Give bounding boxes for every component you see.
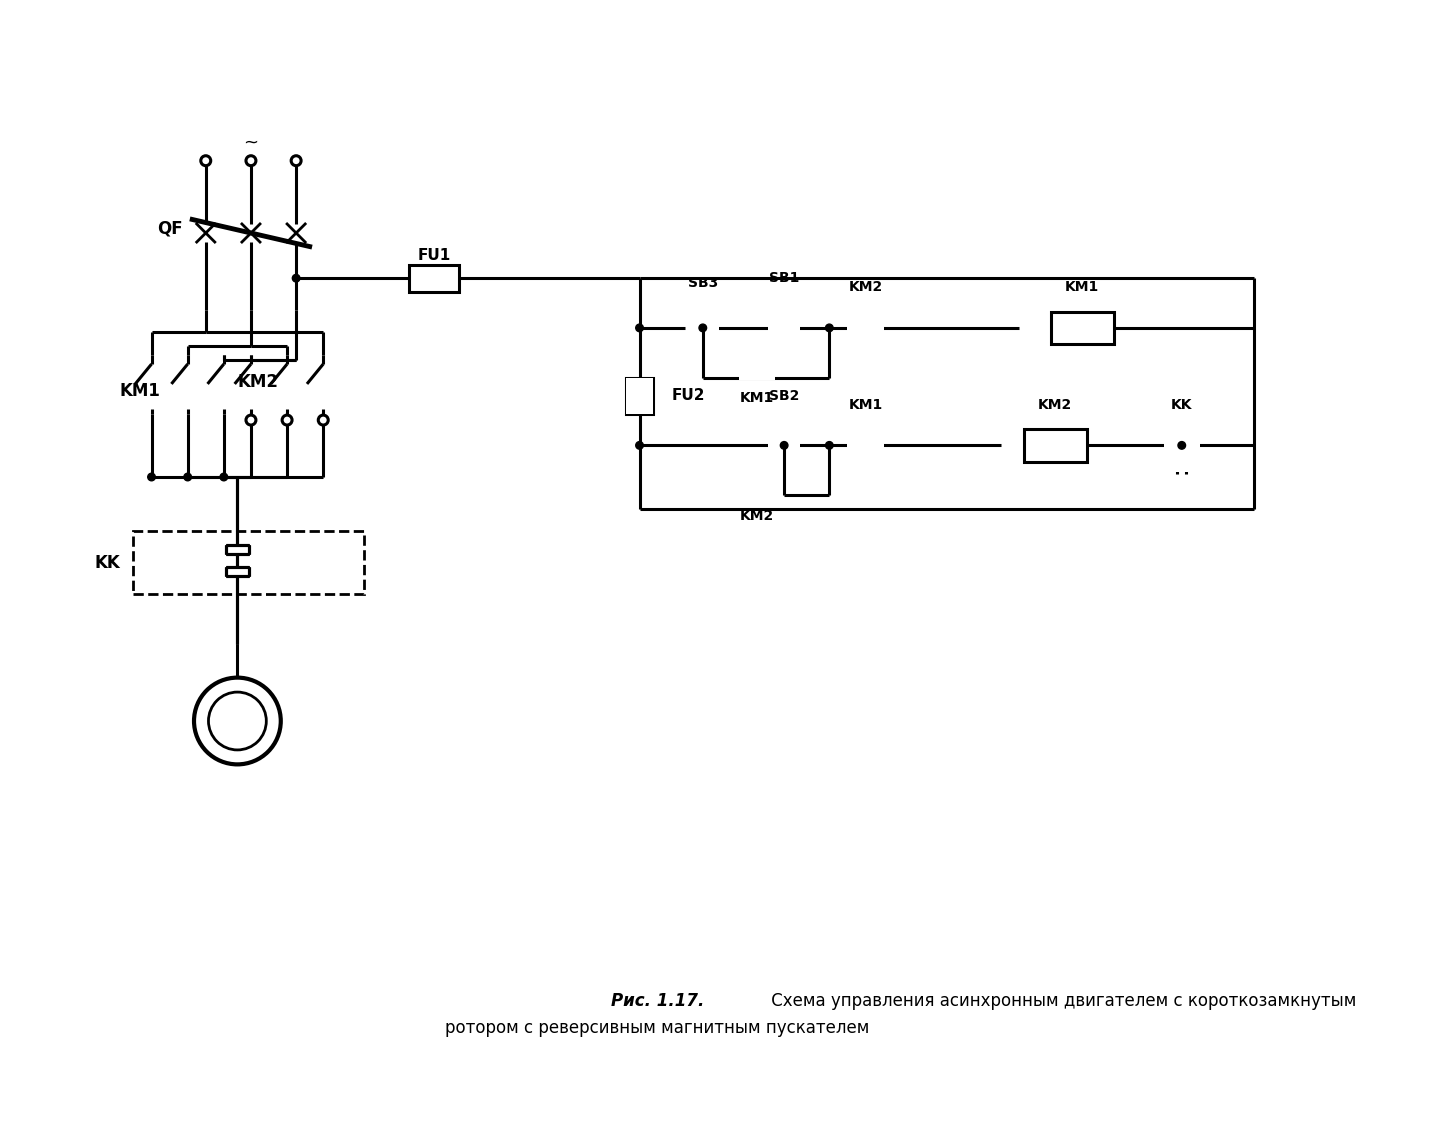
Circle shape — [200, 156, 210, 166]
Text: KK: KK — [1171, 398, 1192, 412]
Circle shape — [318, 416, 328, 424]
Circle shape — [246, 416, 256, 424]
Text: FU1: FU1 — [418, 248, 451, 263]
Circle shape — [148, 473, 156, 481]
Text: ротором с реверсивным магнитным пускателем: ротором с реверсивным магнитным пускател… — [445, 1020, 870, 1038]
Text: FU2: FU2 — [671, 389, 704, 403]
Text: KM1: KM1 — [848, 398, 883, 412]
Circle shape — [282, 416, 292, 424]
Text: KM1: KM1 — [1066, 281, 1100, 294]
Circle shape — [825, 441, 834, 449]
Circle shape — [194, 677, 281, 765]
Text: KM2: KM2 — [238, 373, 278, 391]
Text: M: M — [226, 709, 249, 733]
Bar — [626, 377, 654, 413]
Circle shape — [220, 473, 228, 481]
Circle shape — [292, 274, 300, 282]
Circle shape — [246, 156, 256, 166]
Text: KM1: KM1 — [120, 382, 161, 400]
Text: SB1: SB1 — [769, 271, 799, 285]
Bar — [768, 285, 801, 330]
Bar — [1024, 429, 1087, 462]
Circle shape — [780, 441, 788, 449]
Text: QF: QF — [157, 219, 183, 237]
Circle shape — [825, 325, 834, 331]
Bar — [1051, 311, 1115, 344]
Bar — [847, 296, 884, 330]
Text: KM1: KM1 — [740, 391, 775, 405]
Bar — [687, 290, 719, 330]
Circle shape — [291, 156, 301, 166]
Circle shape — [698, 325, 707, 331]
Text: Схема управления асинхронным двигателем с короткозамкнутым: Схема управления асинхронным двигателем … — [766, 992, 1356, 1011]
Text: SB2: SB2 — [769, 389, 799, 403]
Circle shape — [184, 473, 192, 481]
Text: ~: ~ — [243, 134, 259, 152]
Bar — [847, 413, 884, 448]
Text: SB3: SB3 — [688, 276, 719, 290]
Circle shape — [635, 441, 644, 449]
Text: KK: KK — [94, 554, 120, 572]
Bar — [1164, 413, 1200, 473]
Bar — [409, 265, 459, 292]
Bar — [768, 403, 801, 448]
Text: KM2: KM2 — [1038, 398, 1073, 412]
Bar — [739, 348, 775, 381]
Circle shape — [1178, 441, 1185, 449]
Circle shape — [635, 325, 644, 331]
Bar — [134, 531, 364, 594]
Bar — [626, 377, 654, 413]
Text: Рис. 1.17.: Рис. 1.17. — [611, 992, 704, 1011]
Bar — [739, 466, 775, 497]
Text: KM2: KM2 — [740, 509, 775, 522]
Text: KM2: KM2 — [848, 281, 883, 294]
Circle shape — [209, 692, 266, 750]
